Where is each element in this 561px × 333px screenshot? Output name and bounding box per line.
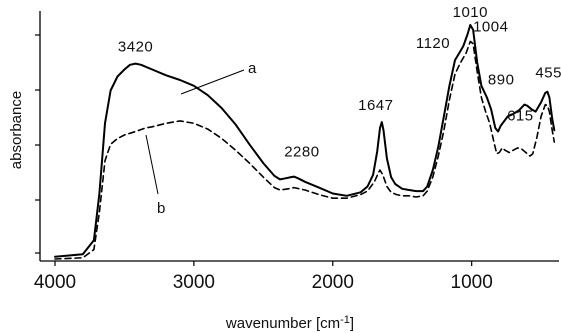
peak-label-2280: 2280	[284, 144, 319, 161]
x-tick-label: 1000	[451, 272, 493, 293]
curves	[54, 24, 556, 260]
peak-label-3420: 3420	[118, 39, 153, 56]
peak-label-1647: 1647	[358, 97, 393, 114]
peak-label-1004: 1004	[473, 18, 508, 35]
series-a-label: a	[248, 60, 257, 77]
series-b-leader	[145, 134, 159, 195]
series-b-label: b	[157, 200, 165, 217]
series-a-leader	[180, 69, 245, 95]
peak-label-890: 890	[488, 72, 515, 89]
annotations: a b	[145, 60, 257, 217]
x-axis-title: wavenumber [cm-1]	[225, 314, 354, 332]
x-tick-label: 4000	[34, 272, 76, 293]
peak-label-1120: 1120	[416, 35, 450, 52]
series-a-line	[54, 24, 556, 258]
x-tick-label: 2000	[312, 272, 354, 293]
peak-label-1010: 1010	[453, 4, 488, 21]
peak-label-455: 455	[535, 65, 561, 82]
x-ticks: 4000 3000 2000 1000	[34, 261, 493, 293]
x-tick-label: 3000	[173, 272, 215, 293]
peak-label-615: 615	[507, 108, 534, 125]
axes	[35, 11, 559, 262]
series-b-line	[54, 40, 556, 260]
y-axis-title: absorbance	[8, 91, 25, 169]
